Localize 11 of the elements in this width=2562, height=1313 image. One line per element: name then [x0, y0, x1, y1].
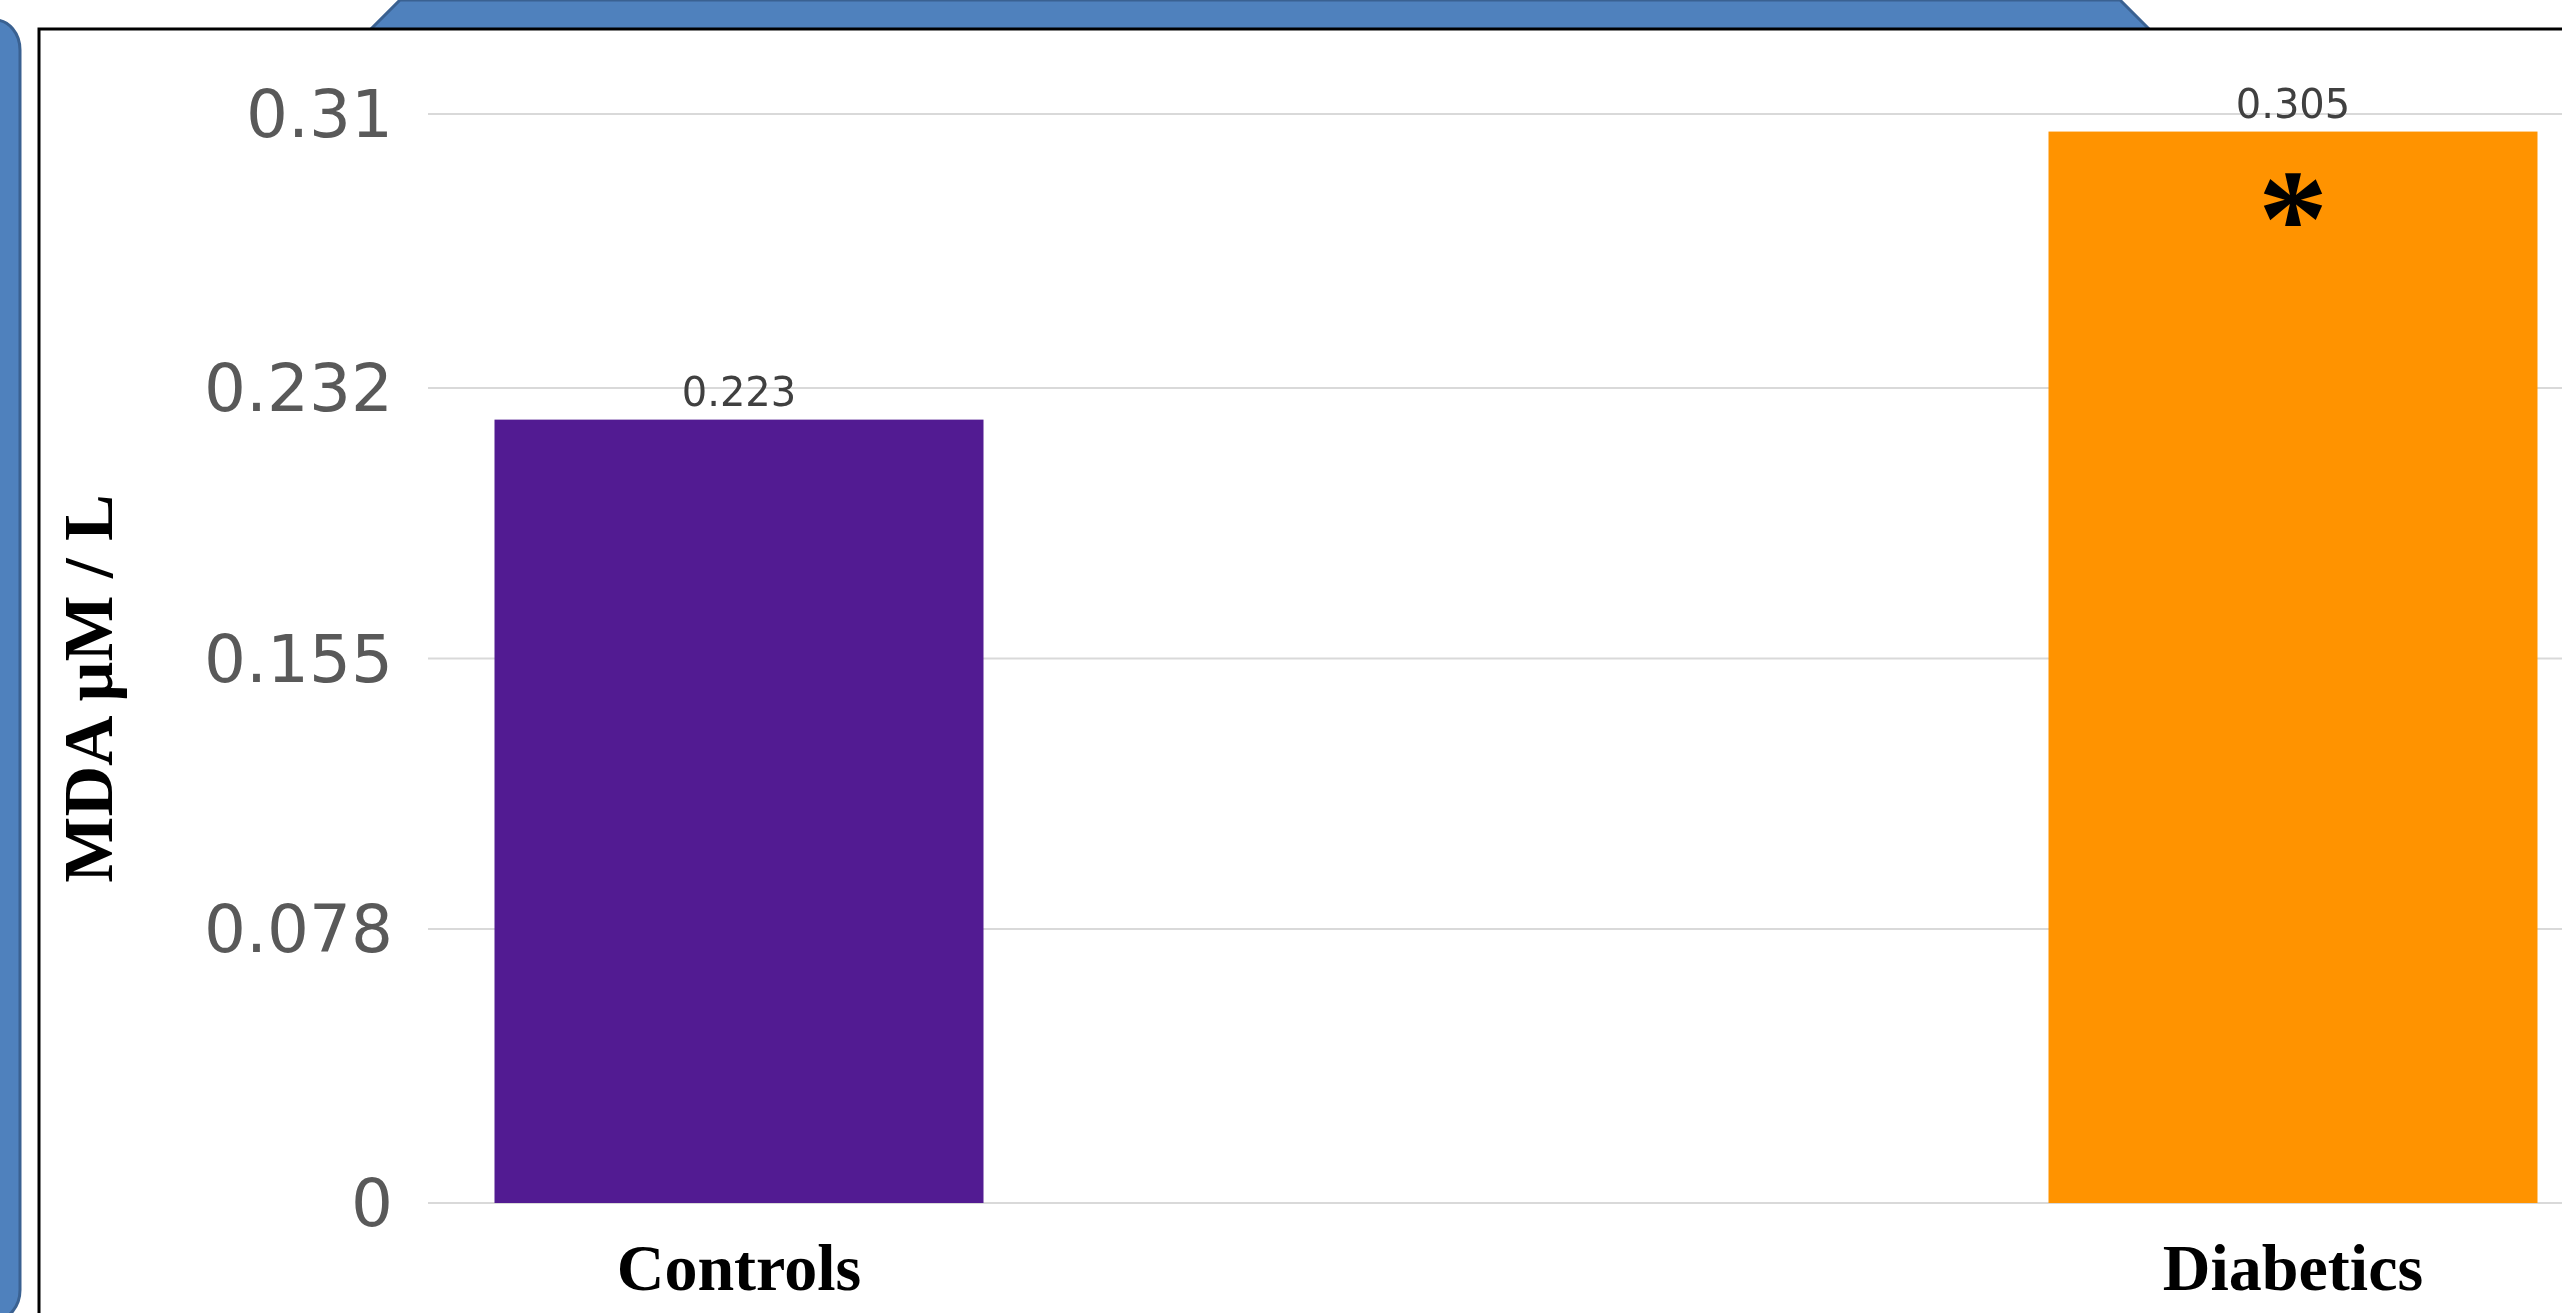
- y-tick-label: 0.31: [246, 76, 393, 154]
- annotation: *: [2258, 140, 2328, 296]
- y-tick-label: 0.078: [204, 891, 393, 969]
- x-tick-label: Controls: [616, 1231, 862, 1304]
- y-axis-title: MDA µM / L: [50, 494, 127, 883]
- data-label: 0.223: [681, 368, 797, 415]
- data-label: 0.305: [2235, 80, 2351, 127]
- y-tick-label: 0: [351, 1165, 393, 1243]
- y-tick-label: 0.232: [204, 350, 393, 428]
- x-tick-label: Diabetics: [2162, 1231, 2424, 1304]
- y-tick-label: 0.155: [204, 620, 393, 698]
